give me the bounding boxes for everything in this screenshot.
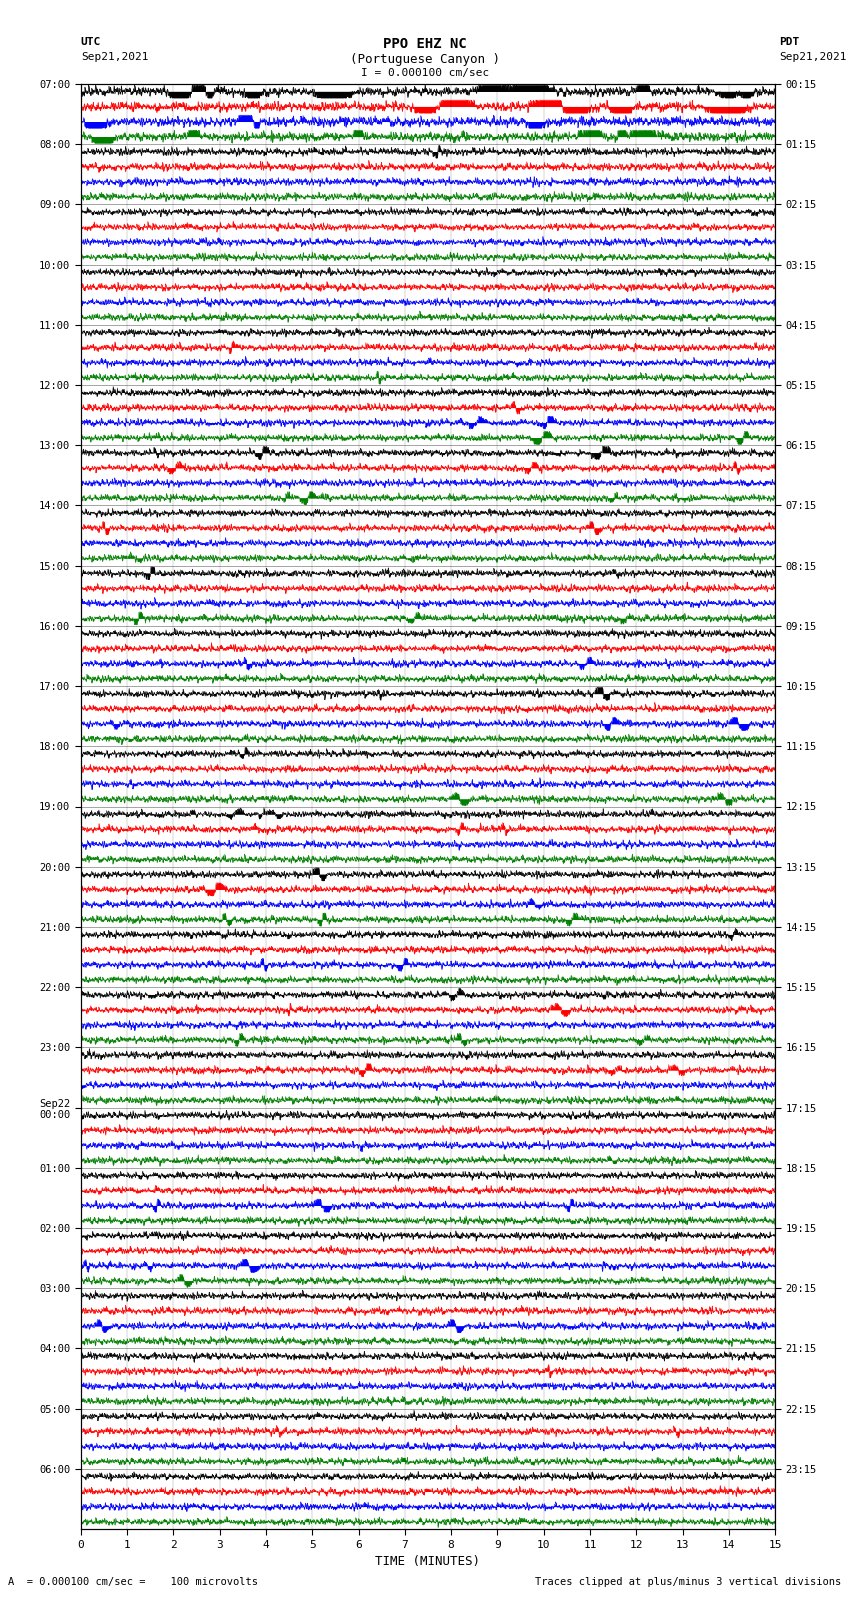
Text: Sep21,2021: Sep21,2021 bbox=[779, 52, 847, 61]
Text: I = 0.000100 cm/sec: I = 0.000100 cm/sec bbox=[361, 68, 489, 77]
Text: (Portuguese Canyon ): (Portuguese Canyon ) bbox=[350, 53, 500, 66]
Text: UTC: UTC bbox=[81, 37, 101, 47]
Text: PPO EHZ NC: PPO EHZ NC bbox=[383, 37, 467, 52]
Text: Sep21,2021: Sep21,2021 bbox=[81, 52, 148, 61]
Text: A  = 0.000100 cm/sec =    100 microvolts: A = 0.000100 cm/sec = 100 microvolts bbox=[8, 1578, 258, 1587]
Text: Traces clipped at plus/minus 3 vertical divisions: Traces clipped at plus/minus 3 vertical … bbox=[536, 1578, 842, 1587]
X-axis label: TIME (MINUTES): TIME (MINUTES) bbox=[376, 1555, 480, 1568]
Text: PDT: PDT bbox=[779, 37, 800, 47]
